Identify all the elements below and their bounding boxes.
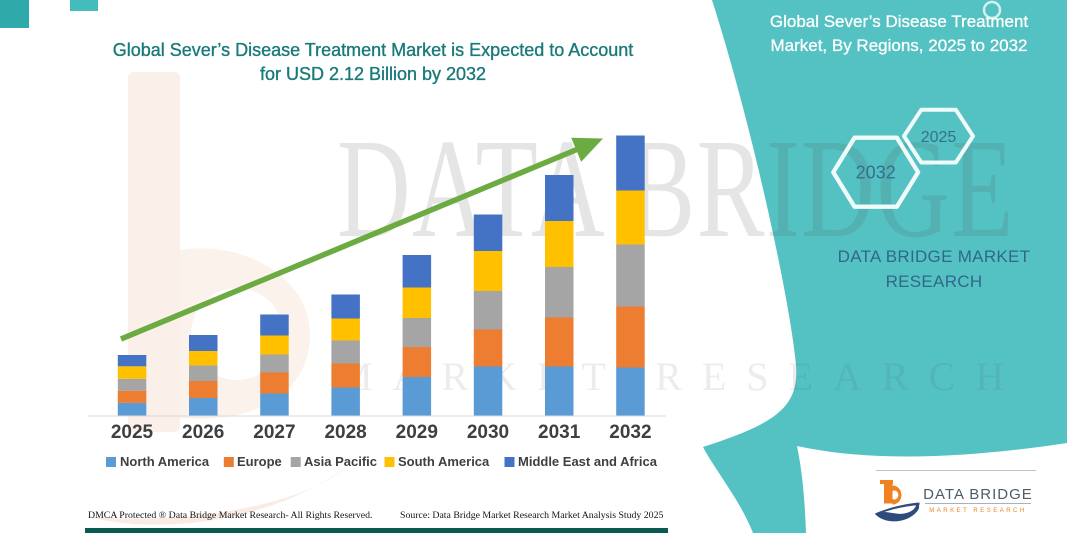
- svg-text:DATA BRIDGE: DATA BRIDGE: [923, 486, 1033, 503]
- svg-text:DATA BRIDGE: DATA BRIDGE: [337, 110, 1015, 267]
- svg-text:2031: 2031: [538, 422, 581, 443]
- svg-text:Europe: Europe: [237, 454, 282, 469]
- svg-text:North America: North America: [120, 454, 210, 469]
- svg-text:2032: 2032: [609, 422, 651, 443]
- svg-text:2029: 2029: [396, 422, 438, 443]
- svg-text:Market, By Regions, 2025 to 20: Market, By Regions, 2025 to 2032: [770, 36, 1027, 55]
- svg-text:Global Sever’s Disease Treatme: Global Sever’s Disease Treatment Market …: [113, 40, 634, 60]
- svg-text:DMCA Protected ® Data Bridge M: DMCA Protected ® Data Bridge Market Rese…: [88, 510, 372, 521]
- svg-text:Source: Data Bridge Market Res: Source: Data Bridge Market Research Mark…: [400, 510, 663, 521]
- svg-text:2027: 2027: [253, 422, 295, 443]
- svg-text:DATA BRIDGE MARKET: DATA BRIDGE MARKET: [838, 247, 1031, 266]
- svg-text:MARKET RESEARCH: MARKET RESEARCH: [929, 508, 1026, 514]
- svg-text:Middle East and Africa: Middle East and Africa: [518, 454, 658, 469]
- svg-text:Global Sever’s Disease Treatme: Global Sever’s Disease Treatment: [770, 12, 1029, 31]
- svg-text:2025: 2025: [921, 129, 957, 146]
- svg-text:for USD 2.12 Billion by 2032: for USD 2.12 Billion by 2032: [260, 64, 486, 84]
- svg-text:2026: 2026: [182, 422, 224, 443]
- svg-text:RESEARCH: RESEARCH: [886, 272, 983, 291]
- svg-text:MARKET RESEARCH: MARKET RESEARCH: [337, 354, 1024, 399]
- svg-text:Asia Pacific: Asia Pacific: [304, 454, 377, 469]
- svg-text:2025: 2025: [111, 422, 154, 443]
- svg-text:2030: 2030: [467, 422, 509, 443]
- svg-text:2032: 2032: [856, 163, 896, 183]
- svg-text:South America: South America: [398, 454, 490, 469]
- svg-text:2028: 2028: [324, 422, 366, 443]
